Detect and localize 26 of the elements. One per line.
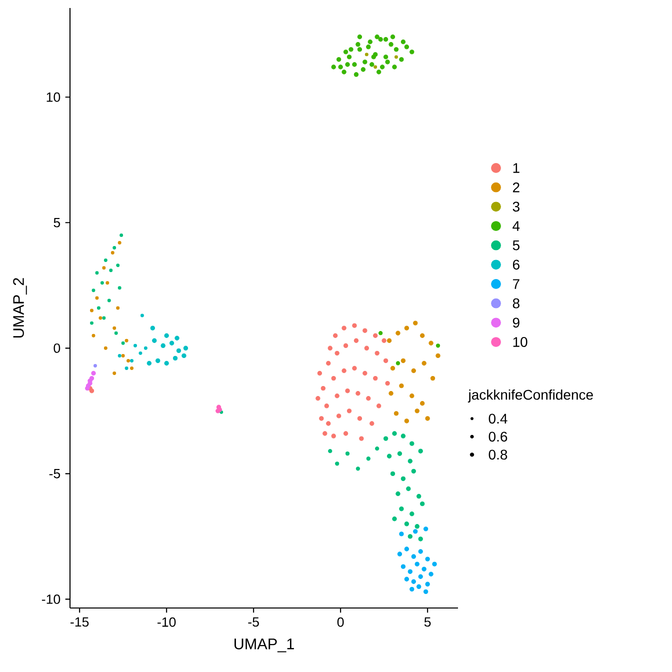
legend-title: jackknifeConfidence — [468, 389, 593, 403]
legend-label: 10 — [513, 337, 528, 347]
legend-label: 2 — [512, 182, 520, 192]
x-tick-label: 5 — [424, 617, 431, 627]
x-tick-label: -10 — [158, 617, 176, 627]
legend-label: 0.8 — [488, 450, 508, 460]
legend-label: 0.6 — [488, 432, 508, 442]
y-tick-label: 5 — [54, 218, 60, 228]
x-tick-label: 0 — [337, 617, 344, 627]
y-tick-label: -5 — [49, 469, 60, 478]
y-axis-title: UMAP_2 — [13, 278, 27, 338]
legend-label: 4 — [512, 221, 520, 231]
legend-label: 8 — [512, 298, 520, 308]
y-tick-label: 0 — [54, 343, 60, 353]
legend-label: 6 — [512, 260, 520, 270]
legend-label: 3 — [512, 202, 520, 212]
y-tick-label: -10 — [42, 594, 60, 604]
legend-label: 1 — [513, 163, 520, 173]
x-tick-label: -5 — [248, 617, 259, 627]
x-tick-label: -15 — [70, 617, 89, 627]
legend-label: 7 — [512, 279, 520, 289]
legend-label: 9 — [512, 318, 520, 328]
legend-label: 0.4 — [488, 414, 508, 424]
y-tick-label: 10 — [46, 92, 60, 102]
legend-label: 5 — [512, 240, 520, 250]
x-axis-title: UMAP_1 — [234, 638, 294, 652]
